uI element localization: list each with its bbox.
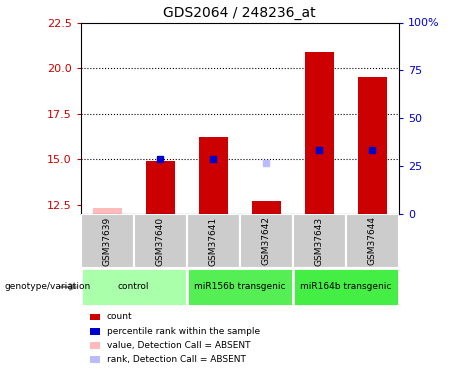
Bar — [199, 137, 228, 214]
Text: GSM37644: GSM37644 — [368, 216, 377, 266]
Text: count: count — [107, 312, 133, 321]
Bar — [252, 201, 281, 214]
Bar — [187, 268, 293, 306]
Text: control: control — [118, 282, 149, 291]
Bar — [146, 161, 175, 214]
Bar — [134, 214, 187, 268]
Text: percentile rank within the sample: percentile rank within the sample — [107, 327, 260, 336]
Bar — [187, 214, 240, 268]
Text: miR156b transgenic: miR156b transgenic — [194, 282, 285, 291]
Text: genotype/variation: genotype/variation — [5, 282, 91, 291]
Text: rank, Detection Call = ABSENT: rank, Detection Call = ABSENT — [107, 355, 246, 364]
Text: GSM37639: GSM37639 — [103, 216, 112, 266]
Bar — [81, 214, 134, 268]
Bar — [293, 268, 399, 306]
Text: value, Detection Call = ABSENT: value, Detection Call = ABSENT — [107, 341, 250, 350]
Bar — [358, 77, 387, 214]
Bar — [305, 52, 334, 214]
Bar — [293, 214, 346, 268]
Bar — [81, 268, 187, 306]
Bar — [240, 214, 293, 268]
Text: GSM37641: GSM37641 — [209, 216, 218, 266]
Bar — [93, 208, 122, 214]
Title: GDS2064 / 248236_at: GDS2064 / 248236_at — [163, 6, 316, 20]
Text: miR164b transgenic: miR164b transgenic — [300, 282, 391, 291]
Text: GSM37642: GSM37642 — [262, 216, 271, 266]
Text: GSM37640: GSM37640 — [156, 216, 165, 266]
Bar — [346, 214, 399, 268]
Text: GSM37643: GSM37643 — [315, 216, 324, 266]
